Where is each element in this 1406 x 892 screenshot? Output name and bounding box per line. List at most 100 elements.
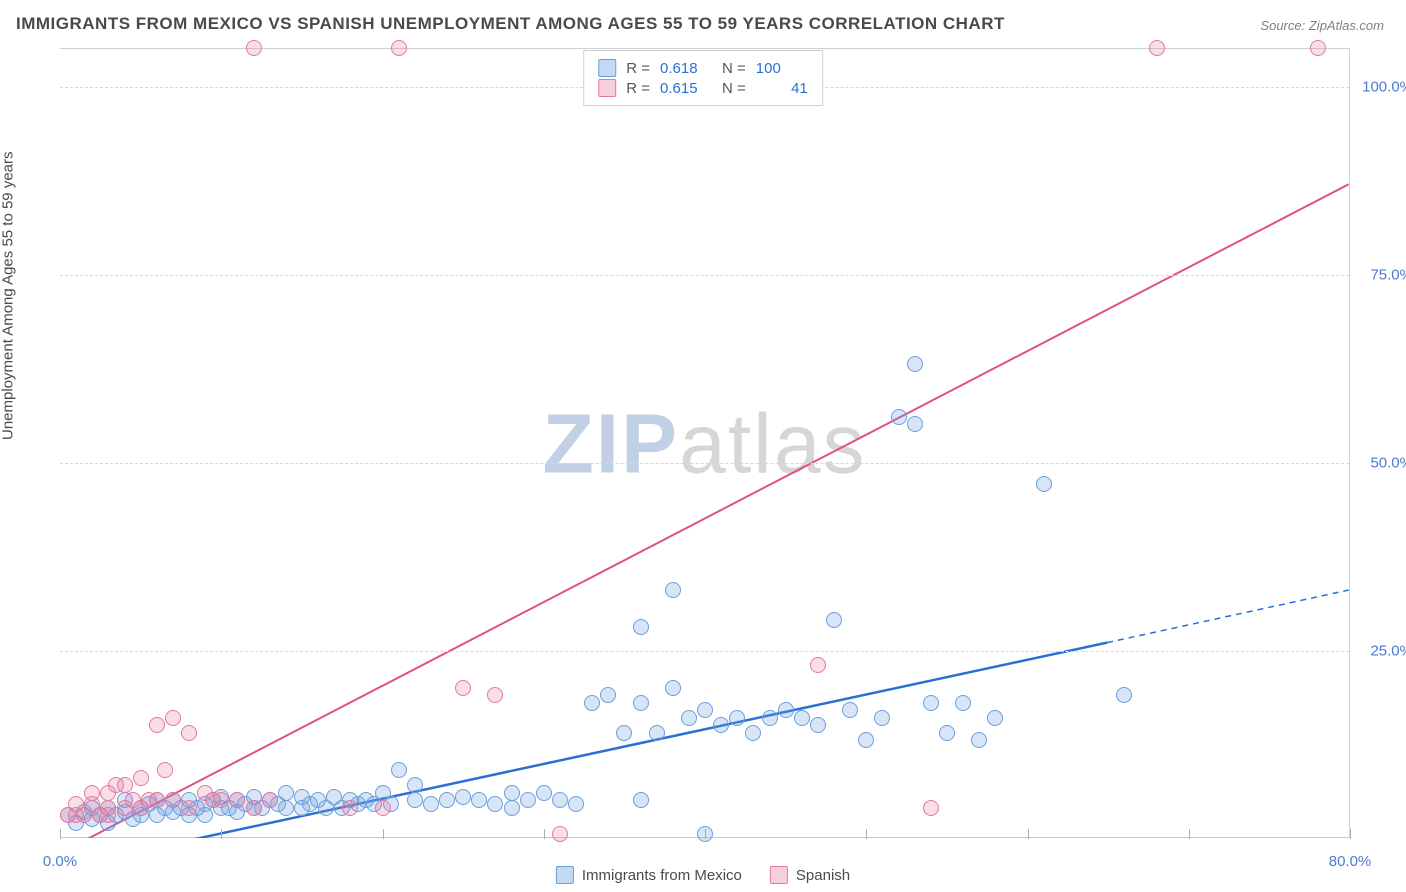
legend-label-2: Spanish (796, 867, 850, 884)
chart-title: IMMIGRANTS FROM MEXICO VS SPANISH UNEMPL… (16, 14, 1005, 34)
r-label: R = (626, 80, 650, 97)
watermark: ZIPatlas (542, 395, 866, 492)
correlation-legend: R = 0.618 N = 100 R = 0.615 N = 41 (583, 50, 823, 106)
data-point (971, 732, 987, 748)
data-point (197, 807, 213, 823)
y-axis-label: Unemployment Among Ages 55 to 59 years (0, 151, 17, 440)
r-label: R = (626, 60, 650, 77)
data-point (391, 762, 407, 778)
legend-swatch-blue (598, 59, 616, 77)
data-point (649, 725, 665, 741)
n-label: N = (722, 80, 746, 97)
n-value-2: 41 (756, 80, 808, 97)
x-tick (1350, 829, 1351, 839)
data-point (616, 725, 632, 741)
data-point (278, 800, 294, 816)
data-point (858, 732, 874, 748)
gridline-h (60, 463, 1349, 464)
data-point (84, 785, 100, 801)
watermark-light: atlas (679, 396, 866, 490)
data-point (842, 702, 858, 718)
data-point (778, 702, 794, 718)
y-tick-label: 75.0% (1357, 266, 1406, 283)
y-tick-label: 50.0% (1357, 454, 1406, 471)
data-point (133, 770, 149, 786)
data-point (1116, 687, 1132, 703)
data-point (487, 796, 503, 812)
n-label: N = (722, 60, 746, 77)
data-point (810, 657, 826, 673)
gridline-h (60, 651, 1349, 652)
data-point (762, 710, 778, 726)
data-point (181, 725, 197, 741)
source-value: ZipAtlas.com (1309, 18, 1384, 33)
data-point (149, 792, 165, 808)
series-legend: Immigrants from Mexico Spanish (556, 866, 850, 884)
data-point (810, 717, 826, 733)
data-point (1149, 40, 1165, 56)
data-point (278, 785, 294, 801)
data-point (955, 695, 971, 711)
legend-row-series-1: R = 0.618 N = 100 (598, 59, 808, 77)
data-point (923, 800, 939, 816)
data-point (229, 792, 245, 808)
data-point (633, 695, 649, 711)
data-point (471, 792, 487, 808)
data-point (907, 416, 923, 432)
data-point (987, 710, 1003, 726)
data-point (745, 725, 761, 741)
data-point (665, 582, 681, 598)
data-point (874, 710, 890, 726)
data-point (729, 710, 745, 726)
x-tick (221, 829, 222, 839)
data-point (246, 40, 262, 56)
data-point (439, 792, 455, 808)
data-point (939, 725, 955, 741)
source-attribution: Source: ZipAtlas.com (1260, 18, 1384, 33)
data-point (633, 619, 649, 635)
legend-row-series-2: R = 0.615 N = 41 (598, 79, 808, 97)
data-point (262, 792, 278, 808)
data-point (504, 800, 520, 816)
chart-plot-area: ZIPatlas 25.0%50.0%75.0%100.0%0.0%80.0% (60, 48, 1350, 838)
data-point (633, 792, 649, 808)
gridline-h (60, 275, 1349, 276)
legend-item-2: Spanish (770, 866, 850, 884)
data-point (487, 687, 503, 703)
y-tick-label: 100.0% (1357, 78, 1406, 95)
data-point (697, 826, 713, 842)
source-label: Source: (1260, 18, 1305, 33)
data-point (713, 717, 729, 733)
x-tick-label: 80.0% (1329, 853, 1372, 870)
data-point (584, 695, 600, 711)
data-point (455, 789, 471, 805)
data-point (665, 680, 681, 696)
data-point (697, 702, 713, 718)
data-point (552, 792, 568, 808)
x-tick (60, 829, 61, 839)
x-tick-label: 0.0% (43, 853, 77, 870)
data-point (117, 777, 133, 793)
data-point (213, 792, 229, 808)
data-point (907, 356, 923, 372)
data-point (681, 710, 697, 726)
data-point (407, 792, 423, 808)
data-point (165, 792, 181, 808)
data-point (181, 800, 197, 816)
x-tick (1028, 829, 1029, 839)
data-point (375, 800, 391, 816)
data-point (1036, 476, 1052, 492)
x-tick (383, 829, 384, 839)
n-value-1: 100 (756, 60, 808, 77)
data-point (165, 710, 181, 726)
data-point (568, 796, 584, 812)
data-point (536, 785, 552, 801)
data-point (794, 710, 810, 726)
data-point (246, 800, 262, 816)
data-point (391, 40, 407, 56)
data-point (423, 796, 439, 812)
legend-swatch-blue (556, 866, 574, 884)
data-point (407, 777, 423, 793)
data-point (1310, 40, 1326, 56)
r-value-2: 0.615 (660, 80, 712, 97)
